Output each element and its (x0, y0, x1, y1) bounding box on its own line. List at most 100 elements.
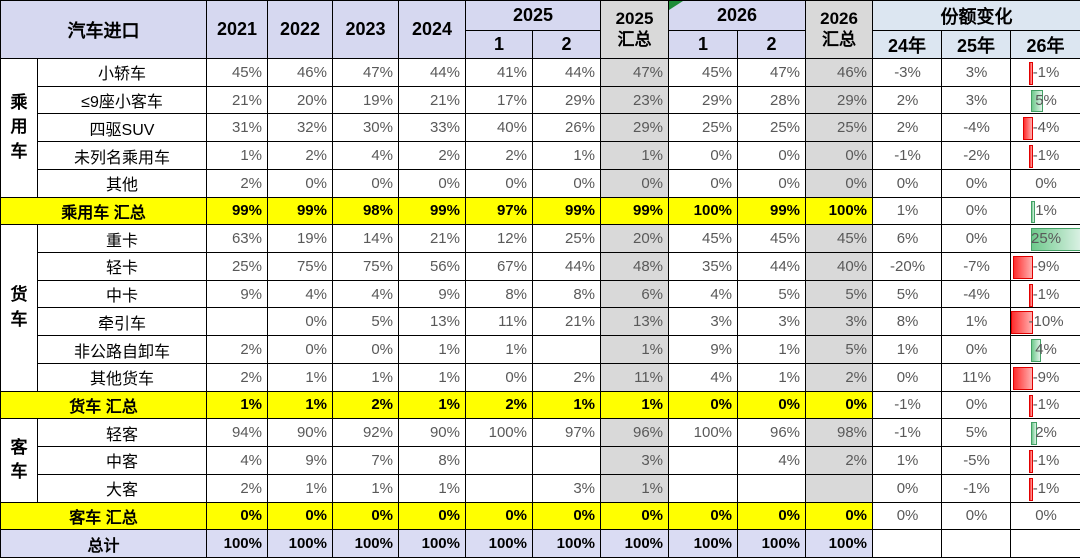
share-change-cell[interactable]: -1% (1010, 473, 1080, 503)
data-cell[interactable]: 47% (600, 58, 670, 87)
data-cell[interactable]: 1% (600, 335, 670, 364)
data-cell[interactable]: 4% (332, 141, 399, 170)
data-cell[interactable]: 26% (531, 113, 602, 143)
data-cell[interactable]: 0% (206, 501, 268, 531)
data-cell[interactable]: -7% (941, 252, 1012, 281)
data-cell[interactable]: 0% (398, 501, 466, 531)
data-cell[interactable]: -1% (872, 141, 943, 170)
data-cell[interactable]: 0% (872, 501, 943, 531)
data-cell[interactable]: 0% (737, 141, 807, 170)
data-cell[interactable]: 96% (600, 418, 670, 448)
data-cell[interactable]: 47% (737, 58, 807, 87)
data-cell[interactable]: 2% (872, 113, 943, 143)
data-cell[interactable]: 4% (737, 446, 807, 475)
data-cell[interactable]: 23% (600, 85, 670, 115)
data-cell[interactable]: 1% (398, 362, 466, 392)
group-label[interactable]: 客 车 (0, 418, 38, 503)
share-change-cell[interactable]: 0% (1010, 168, 1080, 198)
data-cell[interactable]: 45% (668, 58, 739, 87)
data-cell[interactable]: 100% (206, 529, 268, 558)
data-cell[interactable]: 2% (267, 141, 333, 170)
share-change-cell[interactable]: -1% (1010, 446, 1080, 475)
group-label[interactable]: 货 车 (0, 224, 38, 392)
data-cell[interactable]: 100% (668, 418, 739, 448)
data-cell[interactable] (531, 446, 602, 475)
data-cell[interactable]: 5% (332, 307, 399, 337)
data-cell[interactable]: 90% (398, 418, 466, 448)
data-cell[interactable] (805, 473, 874, 503)
data-cell[interactable]: 1% (872, 446, 943, 475)
data-cell[interactable]: 3% (941, 85, 1012, 115)
data-cell[interactable]: 4% (668, 279, 739, 309)
data-cell[interactable]: 33% (398, 113, 466, 143)
data-cell[interactable]: 0% (805, 501, 874, 531)
share-change-cell[interactable]: 0% (1010, 501, 1080, 531)
share-change-cell[interactable]: 2% (1010, 418, 1080, 448)
data-cell[interactable]: 11% (600, 362, 670, 392)
data-cell[interactable]: 29% (531, 85, 602, 115)
data-cell[interactable]: 0% (805, 168, 874, 198)
data-cell[interactable]: 1% (332, 473, 399, 503)
data-cell[interactable]: 99% (737, 196, 807, 226)
data-cell[interactable]: 0% (941, 335, 1012, 364)
data-cell[interactable]: 0% (737, 390, 807, 420)
data-cell[interactable]: 100% (267, 529, 333, 558)
data-cell[interactable]: 0% (737, 501, 807, 531)
data-cell[interactable]: 1% (531, 141, 602, 170)
data-cell[interactable]: 100% (668, 196, 739, 226)
data-cell[interactable]: 25% (737, 113, 807, 143)
header-share-26[interactable]: 26年 (1010, 30, 1080, 59)
data-cell[interactable]: 0% (805, 141, 874, 170)
data-cell[interactable]: 41% (465, 58, 533, 87)
data-cell[interactable]: 5% (737, 279, 807, 309)
row-label[interactable]: 客车 汇总 (0, 501, 207, 531)
header-year-2022[interactable]: 2022 (267, 0, 333, 59)
data-cell[interactable]: 100% (398, 529, 466, 558)
data-cell[interactable]: 100% (465, 529, 533, 558)
data-cell[interactable]: 2% (531, 362, 602, 392)
data-cell[interactable]: 0% (267, 168, 333, 198)
row-label[interactable]: 中客 (37, 446, 207, 475)
data-cell[interactable]: 99% (267, 196, 333, 226)
data-cell[interactable]: 44% (737, 252, 807, 281)
data-cell[interactable]: 2% (206, 335, 268, 364)
data-cell[interactable]: -4% (941, 113, 1012, 143)
share-change-cell[interactable]: -9% (1010, 252, 1080, 281)
data-cell[interactable]: -2% (941, 141, 1012, 170)
data-cell[interactable]: 2% (206, 362, 268, 392)
data-cell[interactable]: 0% (872, 168, 943, 198)
header-share-25[interactable]: 25年 (941, 30, 1012, 59)
data-cell[interactable]: 14% (332, 224, 399, 254)
data-cell[interactable]: 19% (267, 224, 333, 254)
data-cell[interactable]: 3% (668, 307, 739, 337)
header-sum-2025[interactable]: 2025 汇总 (600, 0, 670, 59)
data-cell[interactable]: 63% (206, 224, 268, 254)
data-cell[interactable]: 1% (398, 473, 466, 503)
header-2025-half-2[interactable]: 2 (531, 30, 602, 59)
header-group-2025[interactable]: 2025 (464, 0, 602, 31)
data-cell[interactable]: 0% (531, 168, 602, 198)
data-cell[interactable]: 75% (332, 252, 399, 281)
data-cell[interactable]: 35% (668, 252, 739, 281)
data-cell[interactable]: 4% (332, 279, 399, 309)
header-title[interactable]: 汽车进口 (0, 0, 207, 59)
data-cell[interactable]: 56% (398, 252, 466, 281)
data-cell[interactable]: 21% (398, 85, 466, 115)
data-cell[interactable] (668, 446, 739, 475)
data-cell[interactable]: 47% (332, 58, 399, 87)
data-cell[interactable]: 1% (332, 362, 399, 392)
row-label[interactable]: 中卡 (37, 279, 207, 309)
data-cell[interactable]: 45% (805, 224, 874, 254)
data-cell[interactable]: 0% (668, 141, 739, 170)
data-cell[interactable]: 2% (206, 473, 268, 503)
data-cell[interactable]: -3% (872, 58, 943, 87)
data-cell[interactable]: 100% (737, 529, 807, 558)
data-cell[interactable]: 19% (332, 85, 399, 115)
share-change-cell[interactable]: -1% (1010, 141, 1080, 170)
data-cell[interactable]: 21% (398, 224, 466, 254)
data-cell[interactable]: 31% (206, 113, 268, 143)
data-cell[interactable]: 13% (398, 307, 466, 337)
data-cell[interactable]: 90% (267, 418, 333, 448)
data-cell[interactable]: 5% (872, 279, 943, 309)
data-cell[interactable]: 4% (206, 446, 268, 475)
